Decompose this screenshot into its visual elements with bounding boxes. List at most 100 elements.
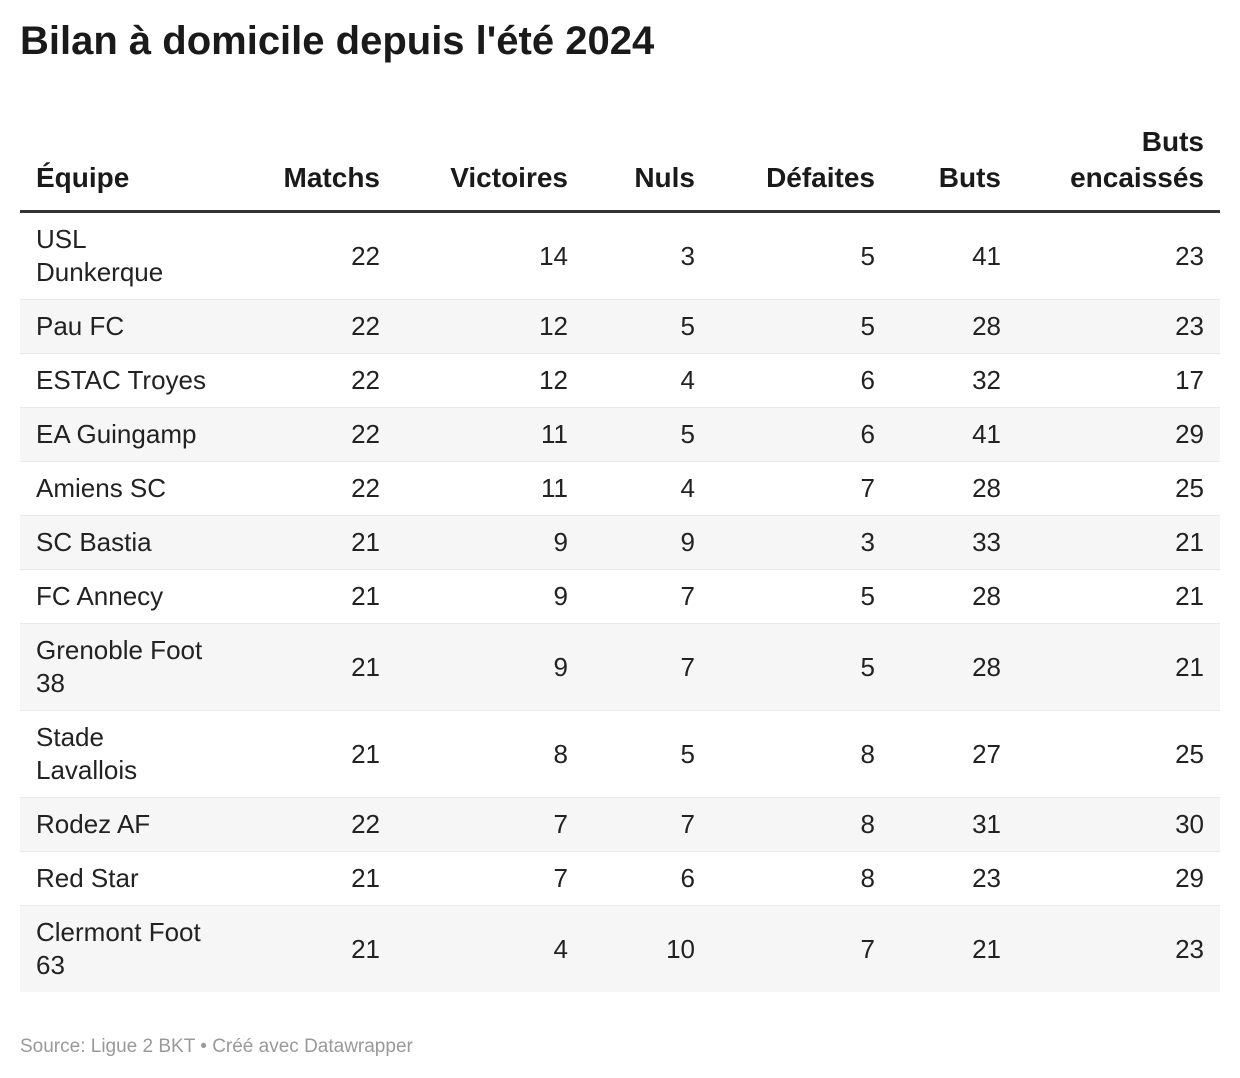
team-name-cell: EA Guingamp [20, 407, 250, 462]
stat-cell: 9 [396, 623, 584, 711]
column-header-buts: Buts [891, 124, 1017, 213]
stat-cell: 23 [1017, 299, 1220, 354]
stat-cell: 27 [891, 710, 1017, 798]
stat-cell: 23 [1017, 905, 1220, 992]
table-row: Pau FC 22 12 5 5 28 23 [20, 299, 1220, 354]
table-body: USL Dunkerque 22 14 3 5 41 23 Pau FC 22 12 5 5 28 23 E… [20, 212, 1220, 992]
stat-cell: 33 [891, 515, 1017, 570]
column-header-victoires: Victoires [396, 124, 584, 213]
stat-cell: 21 [1017, 515, 1220, 570]
stat-cell: 21 [1017, 569, 1220, 624]
stat-cell: 5 [584, 710, 711, 798]
table-row: Clermont Foot 63 21 4 10 7 21 23 [20, 905, 1220, 992]
stat-cell: 5 [584, 407, 711, 462]
table-header: Équipe Matchs Victoires Nuls Défaites Buts But… [20, 124, 1220, 213]
stat-cell: 5 [711, 569, 891, 624]
stats-table: Équipe Matchs Victoires Nuls Défaites Buts But… [20, 124, 1220, 992]
stat-cell: 23 [1175, 240, 1204, 271]
stat-cell: 7 [584, 623, 711, 711]
column-header-defaites: Défaites [711, 124, 891, 213]
team-name-cell: Amiens SC [20, 461, 250, 516]
column-header-matchs: Matchs [250, 124, 396, 213]
stat-cell: 25 [1017, 461, 1220, 516]
table-row: USL Dunkerque 22 14 3 5 41 23 [20, 212, 1220, 300]
stat-cell: 12 [396, 299, 584, 354]
stat-cell: 22 [250, 797, 396, 852]
stat-cell: 41 [891, 407, 1017, 462]
source-footer: Source: Ligue 2 BKT • Créé avec Datawrap… [20, 1036, 413, 1057]
stat-cell: 22 [250, 461, 396, 516]
table-row: Grenoble Foot 38 21 9 7 5 28 21 [20, 623, 1220, 711]
stat-cell: 5 [711, 299, 891, 354]
stat-cell: 9 [396, 569, 584, 624]
stat-cell: 5 [711, 623, 891, 711]
stat-cell: 8 [711, 851, 891, 906]
stat-cell: 17 [1017, 353, 1220, 408]
stat-cell: 21 [250, 905, 396, 992]
stat-cell: 8 [711, 710, 891, 798]
stat-cell: 12 [396, 353, 584, 408]
stat-cell: 7 [396, 797, 584, 852]
stat-cell: 6 [711, 407, 891, 462]
stat-cell: 21 [250, 515, 396, 570]
stat-cell: 22 [250, 353, 396, 408]
stat-cell: 22 [351, 240, 380, 271]
stat-cell: 14 [539, 240, 568, 271]
table-row: ESTAC Troyes 22 12 4 6 32 17 [20, 353, 1220, 408]
stat-cell: 22 [250, 299, 396, 354]
stat-cell: 6 [584, 851, 711, 906]
team-name-cell: Clermont Foot 63 [20, 905, 250, 992]
team-name-cell: Red Star [20, 851, 250, 906]
team-name-cell: FC Annecy [20, 569, 250, 624]
team-name-cell: Rodez AF [20, 797, 250, 852]
column-header-equipe: Équipe [20, 124, 250, 213]
stat-cell: 29 [1017, 407, 1220, 462]
stat-cell: 21 [250, 851, 396, 906]
stat-cell: 4 [584, 461, 711, 516]
table-row: Stade Lavallois 21 8 5 8 27 25 [20, 710, 1220, 798]
stat-cell: 8 [711, 797, 891, 852]
stat-cell: 21 [1017, 623, 1220, 711]
stat-cell: 28 [891, 461, 1017, 516]
stat-cell: 32 [891, 353, 1017, 408]
table-row: Amiens SC 22 11 4 7 28 25 [20, 461, 1220, 516]
stat-cell: 9 [396, 515, 584, 570]
stat-cell: 7 [584, 797, 711, 852]
stat-cell: 5 [584, 299, 711, 354]
stat-cell: 4 [396, 905, 584, 992]
table-row: Red Star 21 7 6 8 23 29 [20, 851, 1220, 906]
stat-cell: 5 [860, 240, 875, 271]
stat-cell: 31 [891, 797, 1017, 852]
stat-cell: 21 [250, 569, 396, 624]
table-row: SC Bastia 21 9 9 3 33 21 [20, 515, 1220, 570]
stat-cell: 7 [711, 461, 891, 516]
stat-cell: 6 [711, 353, 891, 408]
table-header-row: Équipe Matchs Victoires Nuls Défaites Buts But… [20, 124, 1220, 213]
team-name-cell: USL Dunkerque [36, 224, 164, 287]
stat-cell: 30 [1017, 797, 1220, 852]
stat-cell: 21 [891, 905, 1017, 992]
stat-cell: 28 [891, 623, 1017, 711]
team-name-cell: ESTAC Troyes [20, 353, 250, 408]
column-header-nuls: Nuls [584, 124, 711, 213]
stat-cell: 7 [396, 851, 584, 906]
stat-cell: 25 [1017, 710, 1220, 798]
stat-cell: 28 [891, 569, 1017, 624]
stat-cell: 3 [711, 515, 891, 570]
stat-cell: 9 [584, 515, 711, 570]
table-row: EA Guingamp 22 11 5 6 41 29 [20, 407, 1220, 462]
stat-cell: 8 [396, 710, 584, 798]
stat-cell: 3 [680, 240, 695, 271]
table-row: Rodez AF 22 7 7 8 31 30 [20, 797, 1220, 852]
stat-cell: 41 [972, 240, 1001, 271]
stat-cell: 21 [250, 710, 396, 798]
stat-cell: 4 [584, 353, 711, 408]
stat-cell: 23 [891, 851, 1017, 906]
stat-cell: 29 [1017, 851, 1220, 906]
team-name-cell: SC Bastia [20, 515, 250, 570]
team-name-cell: Grenoble Foot 38 [20, 623, 250, 711]
stat-cell: 22 [250, 407, 396, 462]
table-row: FC Annecy 21 9 7 5 28 21 [20, 569, 1220, 624]
chart-title: Bilan à domicile depuis l'été 2024 [20, 19, 655, 63]
